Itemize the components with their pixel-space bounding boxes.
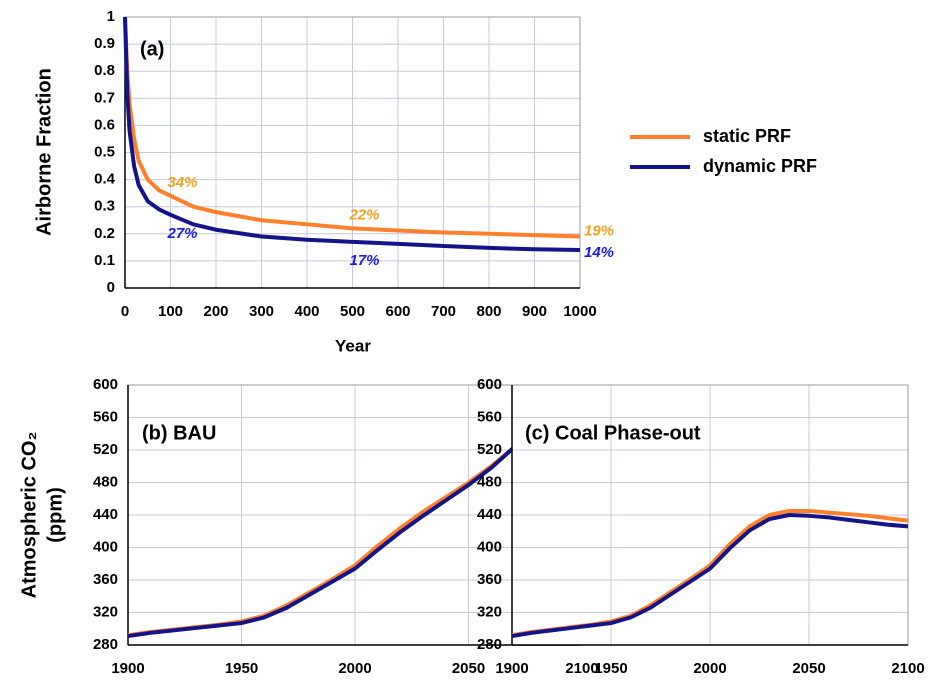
y-tick-label: 360 (93, 571, 118, 588)
x-tick-label: 500 (340, 303, 365, 320)
y-tick-label: 400 (477, 538, 502, 555)
series-line (127, 389, 584, 639)
value-label: 22% (348, 206, 379, 223)
x-tick-label: 700 (431, 303, 456, 320)
y-tick-label: 280 (93, 636, 118, 653)
x-tick-label: 2000 (693, 660, 726, 677)
x-tick-label: 600 (385, 303, 410, 320)
y-axis-label: Atmospheric CO₂ (18, 432, 40, 599)
series-line (123, 16, 581, 239)
x-tick-label: 1900 (495, 660, 528, 677)
y-tick-label: 600 (93, 376, 118, 393)
x-tick-label: 2100 (565, 660, 598, 677)
y-tick-label: 0.4 (94, 171, 116, 188)
series-line (123, 16, 581, 253)
y-axis-label: Airborne Fraction (33, 68, 55, 236)
y-tick-label: 320 (477, 603, 502, 620)
y-tick-label: 320 (93, 603, 118, 620)
x-tick-label: 100 (158, 303, 183, 320)
x-tick-label: 2050 (792, 660, 825, 677)
value-label: 17% (349, 252, 379, 269)
legend-label: dynamic PRF (703, 156, 817, 176)
y-tick-label: 440 (93, 506, 118, 523)
panel-title: (c) Coal Phase-out (525, 422, 701, 444)
panel-title: (a) (140, 38, 164, 60)
y-tick-label: 0.3 (94, 198, 115, 215)
y-tick-label: 560 (477, 408, 502, 425)
y-tick-label: 0.9 (94, 35, 115, 52)
y-tick-label: 0.8 (94, 62, 115, 79)
panel-title: (b) BAU (142, 422, 216, 444)
x-tick-label: 800 (476, 303, 501, 320)
y-tick-label: 440 (477, 506, 502, 523)
x-tick-label: 1900 (111, 660, 144, 677)
y-tick-label: 0 (107, 279, 115, 296)
y-tick-label: 0.1 (94, 252, 115, 269)
y-tick-label: 0.7 (94, 89, 115, 106)
y-tick-label: 1 (107, 8, 115, 25)
y-tick-label: 520 (93, 441, 118, 458)
x-tick-label: 0 (121, 303, 129, 320)
x-tick-label: 900 (522, 303, 547, 320)
value-label: 19% (584, 222, 614, 239)
series-line (511, 513, 909, 639)
y-tick-label: 0.2 (94, 225, 115, 242)
x-tick-label: 2100 (891, 660, 924, 677)
y-tick-label: 0.5 (94, 143, 115, 160)
x-tick-label: 1950 (225, 660, 258, 677)
y-axis-label: (ppm) (44, 487, 66, 543)
y-tick-label: 520 (477, 441, 502, 458)
x-tick-label: 1950 (594, 660, 627, 677)
x-tick-label: 400 (294, 303, 319, 320)
x-tick-label: 2050 (452, 660, 485, 677)
y-tick-label: 400 (93, 538, 118, 555)
x-tick-label: 1000 (563, 303, 596, 320)
y-tick-label: 480 (477, 473, 502, 490)
y-tick-label: 600 (477, 376, 502, 393)
x-tick-label: 2000 (338, 660, 371, 677)
value-label: 27% (166, 225, 197, 242)
value-label: 34% (167, 174, 197, 191)
x-axis-label: Year (335, 336, 371, 355)
y-tick-label: 560 (93, 408, 118, 425)
y-tick-label: 360 (477, 571, 502, 588)
y-tick-label: 0.6 (94, 116, 115, 133)
x-tick-label: 300 (249, 303, 274, 320)
y-tick-label: 480 (93, 473, 118, 490)
x-tick-label: 200 (203, 303, 228, 320)
value-label: 14% (584, 244, 614, 261)
y-tick-label: 280 (477, 636, 502, 653)
legend-label: static PRF (703, 126, 791, 146)
